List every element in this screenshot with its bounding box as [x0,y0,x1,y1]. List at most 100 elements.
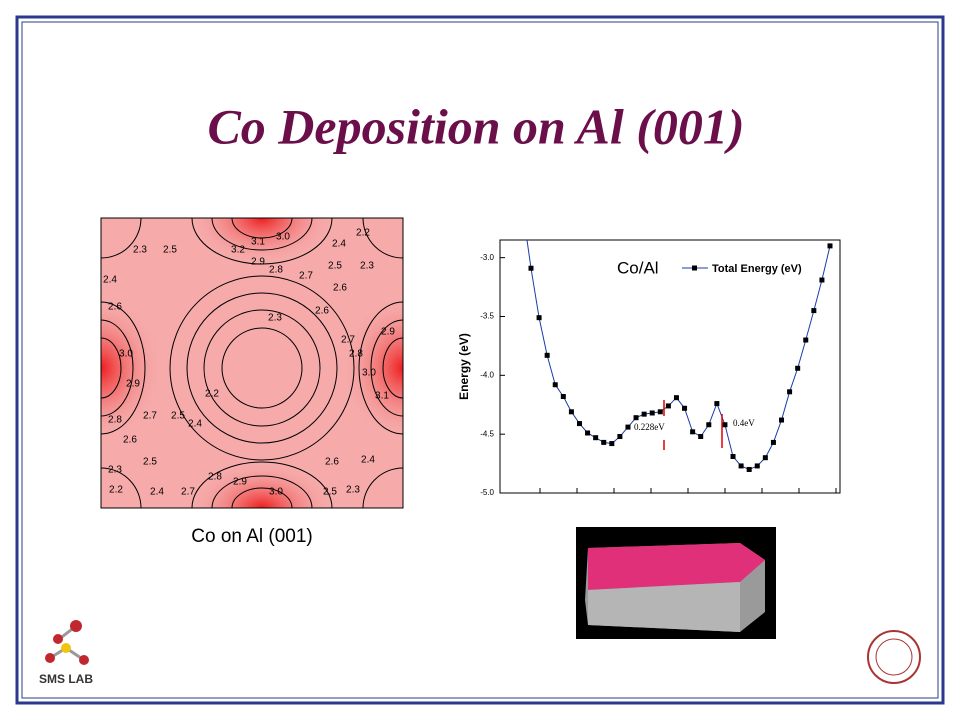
contour-label: 2.4 [188,419,202,430]
contour-label: 3.0 [362,368,376,379]
contour-frame [100,217,404,509]
point [673,395,679,401]
point [544,352,550,358]
point [762,455,768,461]
point [803,337,809,343]
y-tick-label: -5.0 [480,488,494,497]
line-chart: -3.0 -3.5 -4.0 -4.5 -5.0 Energy (eV) Total Ene… [457,239,841,497]
point [633,415,639,421]
point [552,382,558,388]
contour-label: 2.7 [143,411,157,422]
logo-sms: SMS LAB [39,620,93,686]
contour-label: 2.5 [163,245,177,256]
contour-label: 2.4 [332,239,346,250]
point [601,439,607,445]
contour-label: 2.8 [349,349,363,360]
point [722,422,728,428]
point [649,410,655,416]
contour-label: 2.3 [133,245,147,256]
contour-label: 2.3 [268,313,282,324]
point [787,389,793,395]
contour-label: 2.6 [123,435,137,446]
contour-label: 3.0 [269,487,283,498]
plot-frame [499,239,841,494]
contour-label: 2.3 [108,465,122,476]
logo-kist [867,630,921,684]
point [576,421,582,427]
y-tick-label: -3.0 [480,253,494,262]
point [714,401,720,407]
contour-label: 2.7 [181,487,195,498]
y-tick-label: -4.0 [480,370,494,379]
annotation: Co/Al [617,258,659,277]
point [811,308,817,314]
contour-label: 2.4 [361,455,375,466]
point [795,365,801,371]
point [585,430,591,436]
contour-label: 2.4 [150,487,164,498]
contour-label: 2.3 [360,261,374,272]
contour-label: 2.5 [323,487,337,498]
contour-label: 2.2 [356,228,370,239]
y-tick-label: -3.5 [480,312,494,321]
contour-label: 2.8 [269,265,283,276]
point [730,454,736,460]
contour-label: 2.7 [299,271,313,282]
point [770,439,776,445]
contour-label: 2.6 [315,306,329,317]
point [682,405,688,411]
annotation: 0.4eV [733,418,755,428]
contour-label: 2.8 [208,472,222,483]
contour-label: 2.8 [108,415,122,426]
point [657,409,663,415]
y-tick-label: -4.5 [480,429,494,438]
contour-label: 3.1 [251,237,265,248]
caption: Co on Al (001) [191,526,312,547]
y-axis-label: Energy (eV) [457,333,471,400]
contour-label: 3.0 [276,232,290,243]
contour-label: 2.6 [108,302,122,313]
point [617,434,623,440]
contour-label: 2.6 [325,457,339,468]
contour-label: 3.2 [231,245,245,256]
point [690,429,696,435]
point [827,243,833,249]
point [641,411,647,417]
point [746,466,752,472]
contour-label: 2.2 [205,389,219,400]
structure-image [576,527,776,639]
point [738,463,744,469]
contour-label: 2.9 [126,379,140,390]
legend-label: Total Energy (eV) [712,263,802,275]
point [698,434,704,440]
point [609,441,615,447]
title: Co Deposition on Al (001) [207,98,744,154]
contour-label: 2.6 [333,283,347,294]
point [706,422,712,428]
point [528,265,534,271]
contour-label: 2.4 [103,275,117,286]
contour-label: 3.1 [375,391,389,402]
contour-label: 2.9 [233,477,247,488]
point [665,403,671,409]
contour-label: 2.2 [109,485,123,496]
contour-label: 2.5 [328,261,342,272]
point [593,435,599,441]
contour-label: 3.0 [119,349,133,360]
contour-label: 2.5 [171,411,185,422]
point [819,277,825,283]
contour-label: 2.5 [143,457,157,468]
contour-label: 2.7 [341,335,355,346]
border-inner [21,21,939,699]
contour-plot: 2.23.03.13.22.3 2.52.42.92.82.72.5 2.32.42… [101,218,403,508]
point [568,409,574,415]
contour-label: 2.9 [381,327,395,338]
point [560,394,566,400]
legend-marker [692,265,697,271]
contour-label: 2.3 [346,485,360,496]
logo-text: SMS LAB [39,672,93,686]
point [625,424,631,430]
point [536,315,542,321]
annotation: 0.228eV [634,422,665,432]
